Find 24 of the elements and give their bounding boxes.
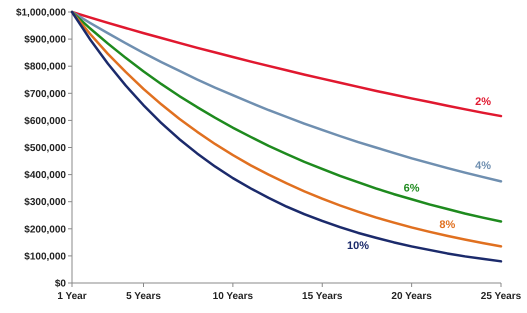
series-label: 10% (346, 240, 370, 252)
line-series (70, 10, 502, 118)
x-tick-label: 15 Years (302, 291, 343, 302)
series-label: 4% (475, 160, 492, 172)
y-tick-label: $700,000 (24, 88, 66, 100)
y-tick-label: $100,000 (24, 251, 66, 262)
x-tick-label: 1 Year (57, 291, 87, 302)
x-tick-label: 25 Years (480, 291, 522, 302)
y-tick-label: $1,000,000 (16, 8, 66, 18)
x-tick-label: 20 Years (391, 291, 432, 302)
x-tick-label: 5 Years (126, 291, 162, 302)
y-tick-label: $900,000 (24, 34, 66, 46)
y-tick-label: $200,000 (24, 224, 66, 236)
y-tick-label: $300,000 (24, 197, 66, 208)
line-series (70, 10, 502, 183)
series-label: 2% (475, 96, 492, 108)
x-tick-label: 10 Years (212, 291, 254, 302)
y-tick-label: $0 (54, 278, 66, 290)
y-tick-label: $600,000 (24, 116, 66, 127)
y-tick-label: $500,000 (24, 143, 66, 154)
series-label: 8% (439, 218, 456, 231)
y-tick-label: $400,000 (24, 170, 66, 182)
series-label: 6% (404, 182, 420, 194)
y-tick-label: $800,000 (24, 62, 66, 73)
